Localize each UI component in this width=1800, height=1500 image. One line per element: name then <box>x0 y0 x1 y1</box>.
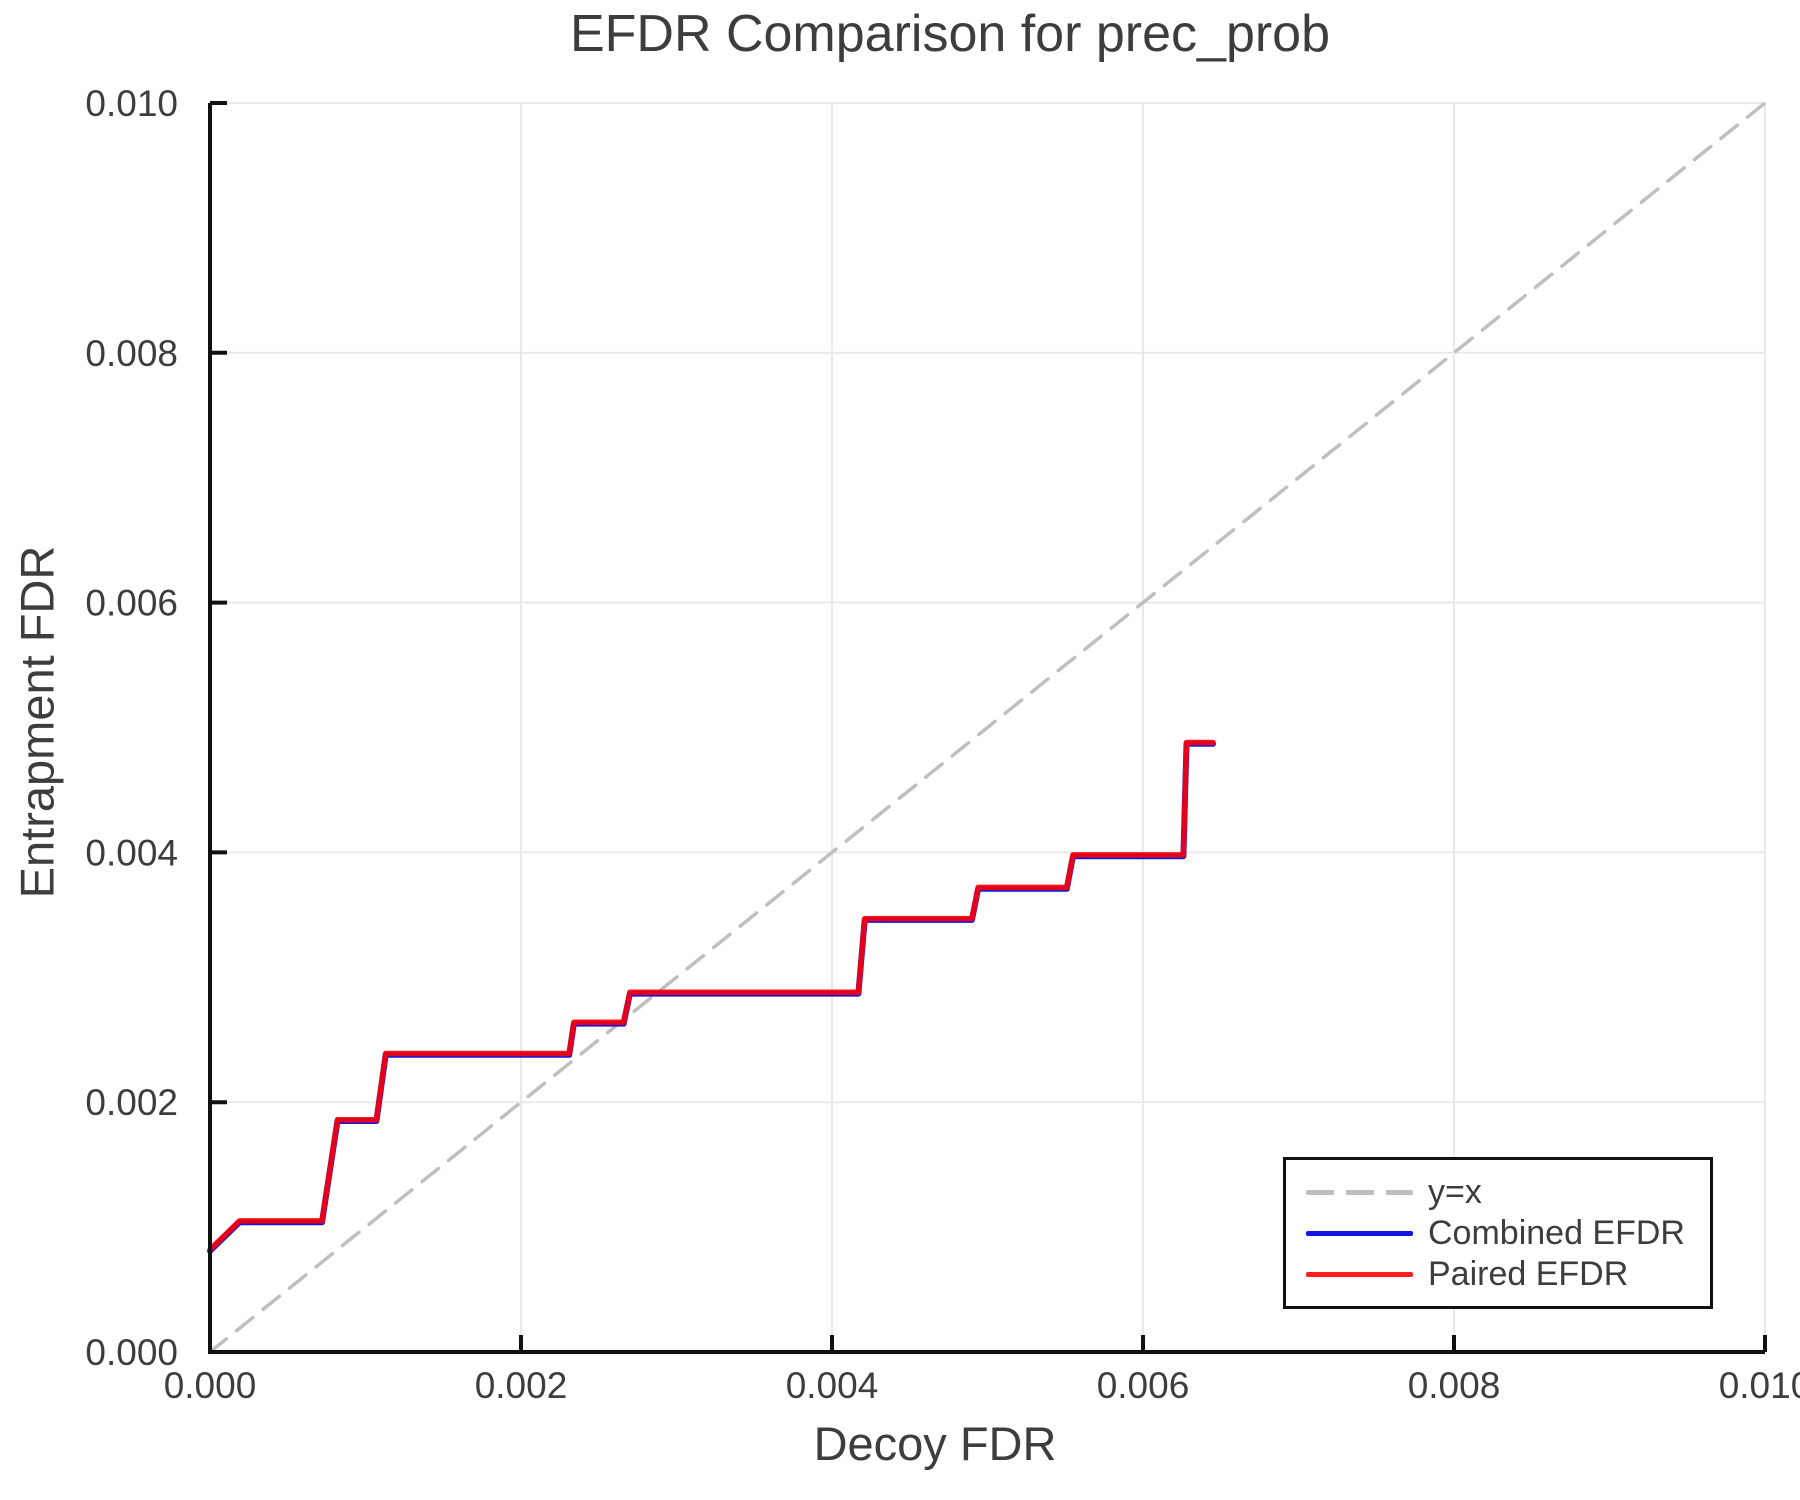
x-tick-label: 0.002 <box>475 1365 568 1406</box>
legend-entry-paired-efdr: Paired EFDR <box>1306 1255 1710 1293</box>
legend-label: Combined EFDR <box>1428 1214 1685 1252</box>
x-tick-label: 0.000 <box>164 1365 257 1406</box>
legend: y=x Combined EFDR Paired EFDR <box>1283 1157 1713 1309</box>
y-axis-label: Entrapment FDR <box>10 545 64 899</box>
x-tick-label: 0.010 <box>1719 1365 1800 1406</box>
y-tick-label: 0.000 <box>85 1332 178 1373</box>
legend-label: y=x <box>1428 1173 1482 1211</box>
y-tick-label: 0.008 <box>85 333 178 374</box>
x-tick-label: 0.008 <box>1408 1365 1501 1406</box>
x-tick-label: 0.006 <box>1097 1365 1190 1406</box>
series-line-paired-efdr <box>207 739 1216 1253</box>
identity-line-swatch <box>1306 1189 1413 1195</box>
y-tick-label: 0.010 <box>85 83 178 124</box>
series-line-y-x <box>208 101 1767 1354</box>
chart-title: EFDR Comparison for prec_prob <box>569 5 1331 63</box>
paired-efdr-line-swatch <box>1306 1271 1413 1277</box>
y-tick-label: 0.002 <box>85 1082 178 1123</box>
combined-efdr-line-swatch <box>1306 1230 1413 1236</box>
series-line-combined-efdr <box>207 740 1216 1254</box>
x-axis-label: Decoy FDR <box>813 1417 1057 1470</box>
legend-entry-combined-efdr: Combined EFDR <box>1306 1214 1710 1252</box>
legend-entry-identity: y=x <box>1306 1173 1710 1211</box>
y-tick-label: 0.006 <box>85 583 178 624</box>
legend-label: Paired EFDR <box>1428 1255 1629 1293</box>
y-tick-label: 0.004 <box>85 832 178 873</box>
x-tick-label: 0.004 <box>786 1365 879 1406</box>
